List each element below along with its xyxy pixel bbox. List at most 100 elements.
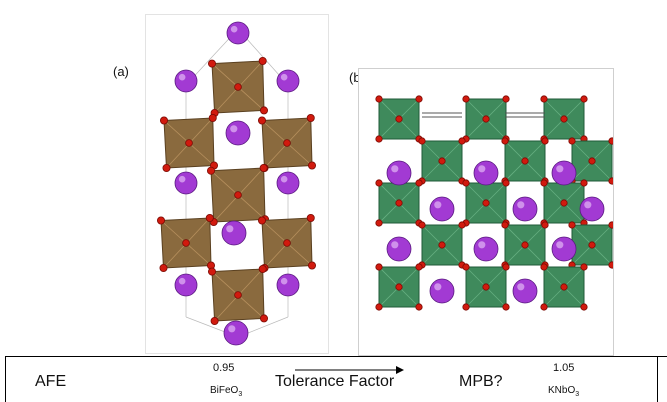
- oxygen-atom: [458, 221, 466, 229]
- oxygen-atom: [415, 303, 423, 311]
- oxygen-atom: [540, 263, 548, 271]
- oxygen-atom: [307, 161, 316, 170]
- tolerance-factor-label: Tolerance Factor: [275, 373, 395, 390]
- oxygen-atom: [258, 57, 267, 66]
- a-site-atom: [473, 160, 499, 186]
- oxygen-atom: [540, 179, 548, 187]
- a-site-highlight: [280, 73, 288, 81]
- oxygen-atom: [418, 137, 426, 145]
- panel-a-structure: [145, 14, 329, 354]
- tick-low-value: 0.95: [213, 362, 235, 374]
- a-site-atom: [174, 69, 198, 93]
- a-site-atom: [473, 236, 499, 262]
- oxygen-atom: [259, 163, 268, 172]
- oxygen-atom: [540, 303, 548, 311]
- a-site-atom: [551, 236, 577, 262]
- a-site-highlight: [517, 283, 525, 291]
- oxygen-atom: [541, 137, 549, 145]
- mpb-label: MPB?: [459, 373, 503, 390]
- oxygen-atom: [462, 179, 470, 187]
- a-site-highlight: [434, 201, 442, 209]
- oxygen-atom: [375, 263, 383, 271]
- a-site-highlight: [556, 241, 564, 249]
- a-site-atom: [512, 278, 538, 304]
- oxygen-atom: [580, 95, 588, 103]
- oxygen-atom: [283, 139, 291, 147]
- oxygen-atom: [502, 95, 510, 103]
- oxygen-atom: [438, 241, 446, 249]
- tick-low-compound: BiFeO3: [210, 385, 243, 398]
- oxygen-atom: [234, 291, 242, 299]
- oxygen-atom: [560, 115, 568, 123]
- a-site-highlight: [178, 73, 186, 81]
- oxygen-atom: [375, 135, 383, 143]
- tolerance-factor-scale: AFE 0.95 BiFeO3 Tolerance Factor MPB? 1.…: [5, 356, 667, 402]
- a-site-highlight: [178, 277, 186, 285]
- a-site-highlight: [226, 225, 234, 233]
- oxygen-atom: [568, 221, 576, 229]
- scale-left-border: [5, 357, 6, 402]
- oxygen-atom: [307, 261, 316, 270]
- oxygen-atom: [205, 213, 214, 222]
- oxygen-atom: [260, 106, 269, 115]
- panel-b-structure: [358, 68, 614, 356]
- oxygen-atom: [395, 199, 403, 207]
- a-site-highlight: [517, 201, 525, 209]
- oxygen-atom: [462, 263, 470, 271]
- oxygen-atom: [458, 137, 466, 145]
- oxygen-atom: [207, 166, 216, 175]
- a-site-highlight: [391, 165, 399, 173]
- a-site-atom: [551, 160, 577, 186]
- a-site-atom: [429, 196, 455, 222]
- a-site-atom: [174, 171, 198, 195]
- a-site-atom: [386, 160, 412, 186]
- a-site-atom: [429, 278, 455, 304]
- oxygen-atom: [608, 261, 613, 269]
- oxygen-atom: [501, 137, 509, 145]
- oxygen-atom: [375, 303, 383, 311]
- oxygen-atom: [375, 179, 383, 187]
- oxygen-atom: [502, 263, 510, 271]
- a-site-highlight: [391, 241, 399, 249]
- oxygen-atom: [208, 267, 217, 276]
- oxygen-atom: [588, 157, 596, 165]
- a-site-highlight: [478, 241, 486, 249]
- a-site-highlight: [280, 277, 288, 285]
- a-site-atom: [226, 21, 250, 45]
- a-site-highlight: [280, 175, 288, 183]
- oxygen-atom: [258, 116, 267, 125]
- oxygen-atom: [560, 283, 568, 291]
- a-site-highlight: [556, 165, 564, 173]
- oxygen-atom: [306, 114, 315, 123]
- oxygen-atom: [208, 59, 217, 68]
- a-site-atom: [223, 320, 249, 346]
- oxygen-atom: [306, 213, 315, 222]
- oxygen-atom: [258, 216, 267, 225]
- oxygen-atom: [608, 137, 613, 145]
- tick-high-value: 1.05: [553, 362, 575, 374]
- oxygen-atom: [182, 239, 190, 247]
- a-site-highlight: [178, 175, 186, 183]
- oxygen-atom: [502, 303, 510, 311]
- oxygen-atom: [501, 221, 509, 229]
- oxygen-atom: [159, 116, 168, 125]
- a-site-atom: [579, 196, 605, 222]
- a-site-atom: [276, 171, 300, 195]
- oxygen-atom: [283, 239, 291, 247]
- a-site-highlight: [478, 165, 486, 173]
- oxygen-atom: [234, 191, 242, 199]
- a-site-atom: [225, 120, 251, 146]
- oxygen-atom: [234, 83, 242, 91]
- structure-b-drawing: [375, 95, 613, 311]
- oxygen-atom: [521, 241, 529, 249]
- oxygen-atom: [482, 283, 490, 291]
- oxygen-atom: [560, 199, 568, 207]
- oxygen-atom: [162, 163, 171, 172]
- oxygen-atom: [462, 95, 470, 103]
- a-site-highlight: [230, 25, 238, 33]
- a-site-atom: [512, 196, 538, 222]
- oxygen-atom: [208, 114, 217, 123]
- oxygen-atom: [185, 139, 193, 147]
- oxygen-atom: [415, 179, 423, 187]
- oxygen-atom: [588, 241, 596, 249]
